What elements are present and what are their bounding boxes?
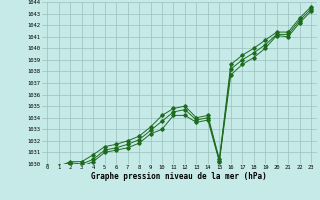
X-axis label: Graphe pression niveau de la mer (hPa): Graphe pression niveau de la mer (hPa) — [91, 172, 267, 181]
